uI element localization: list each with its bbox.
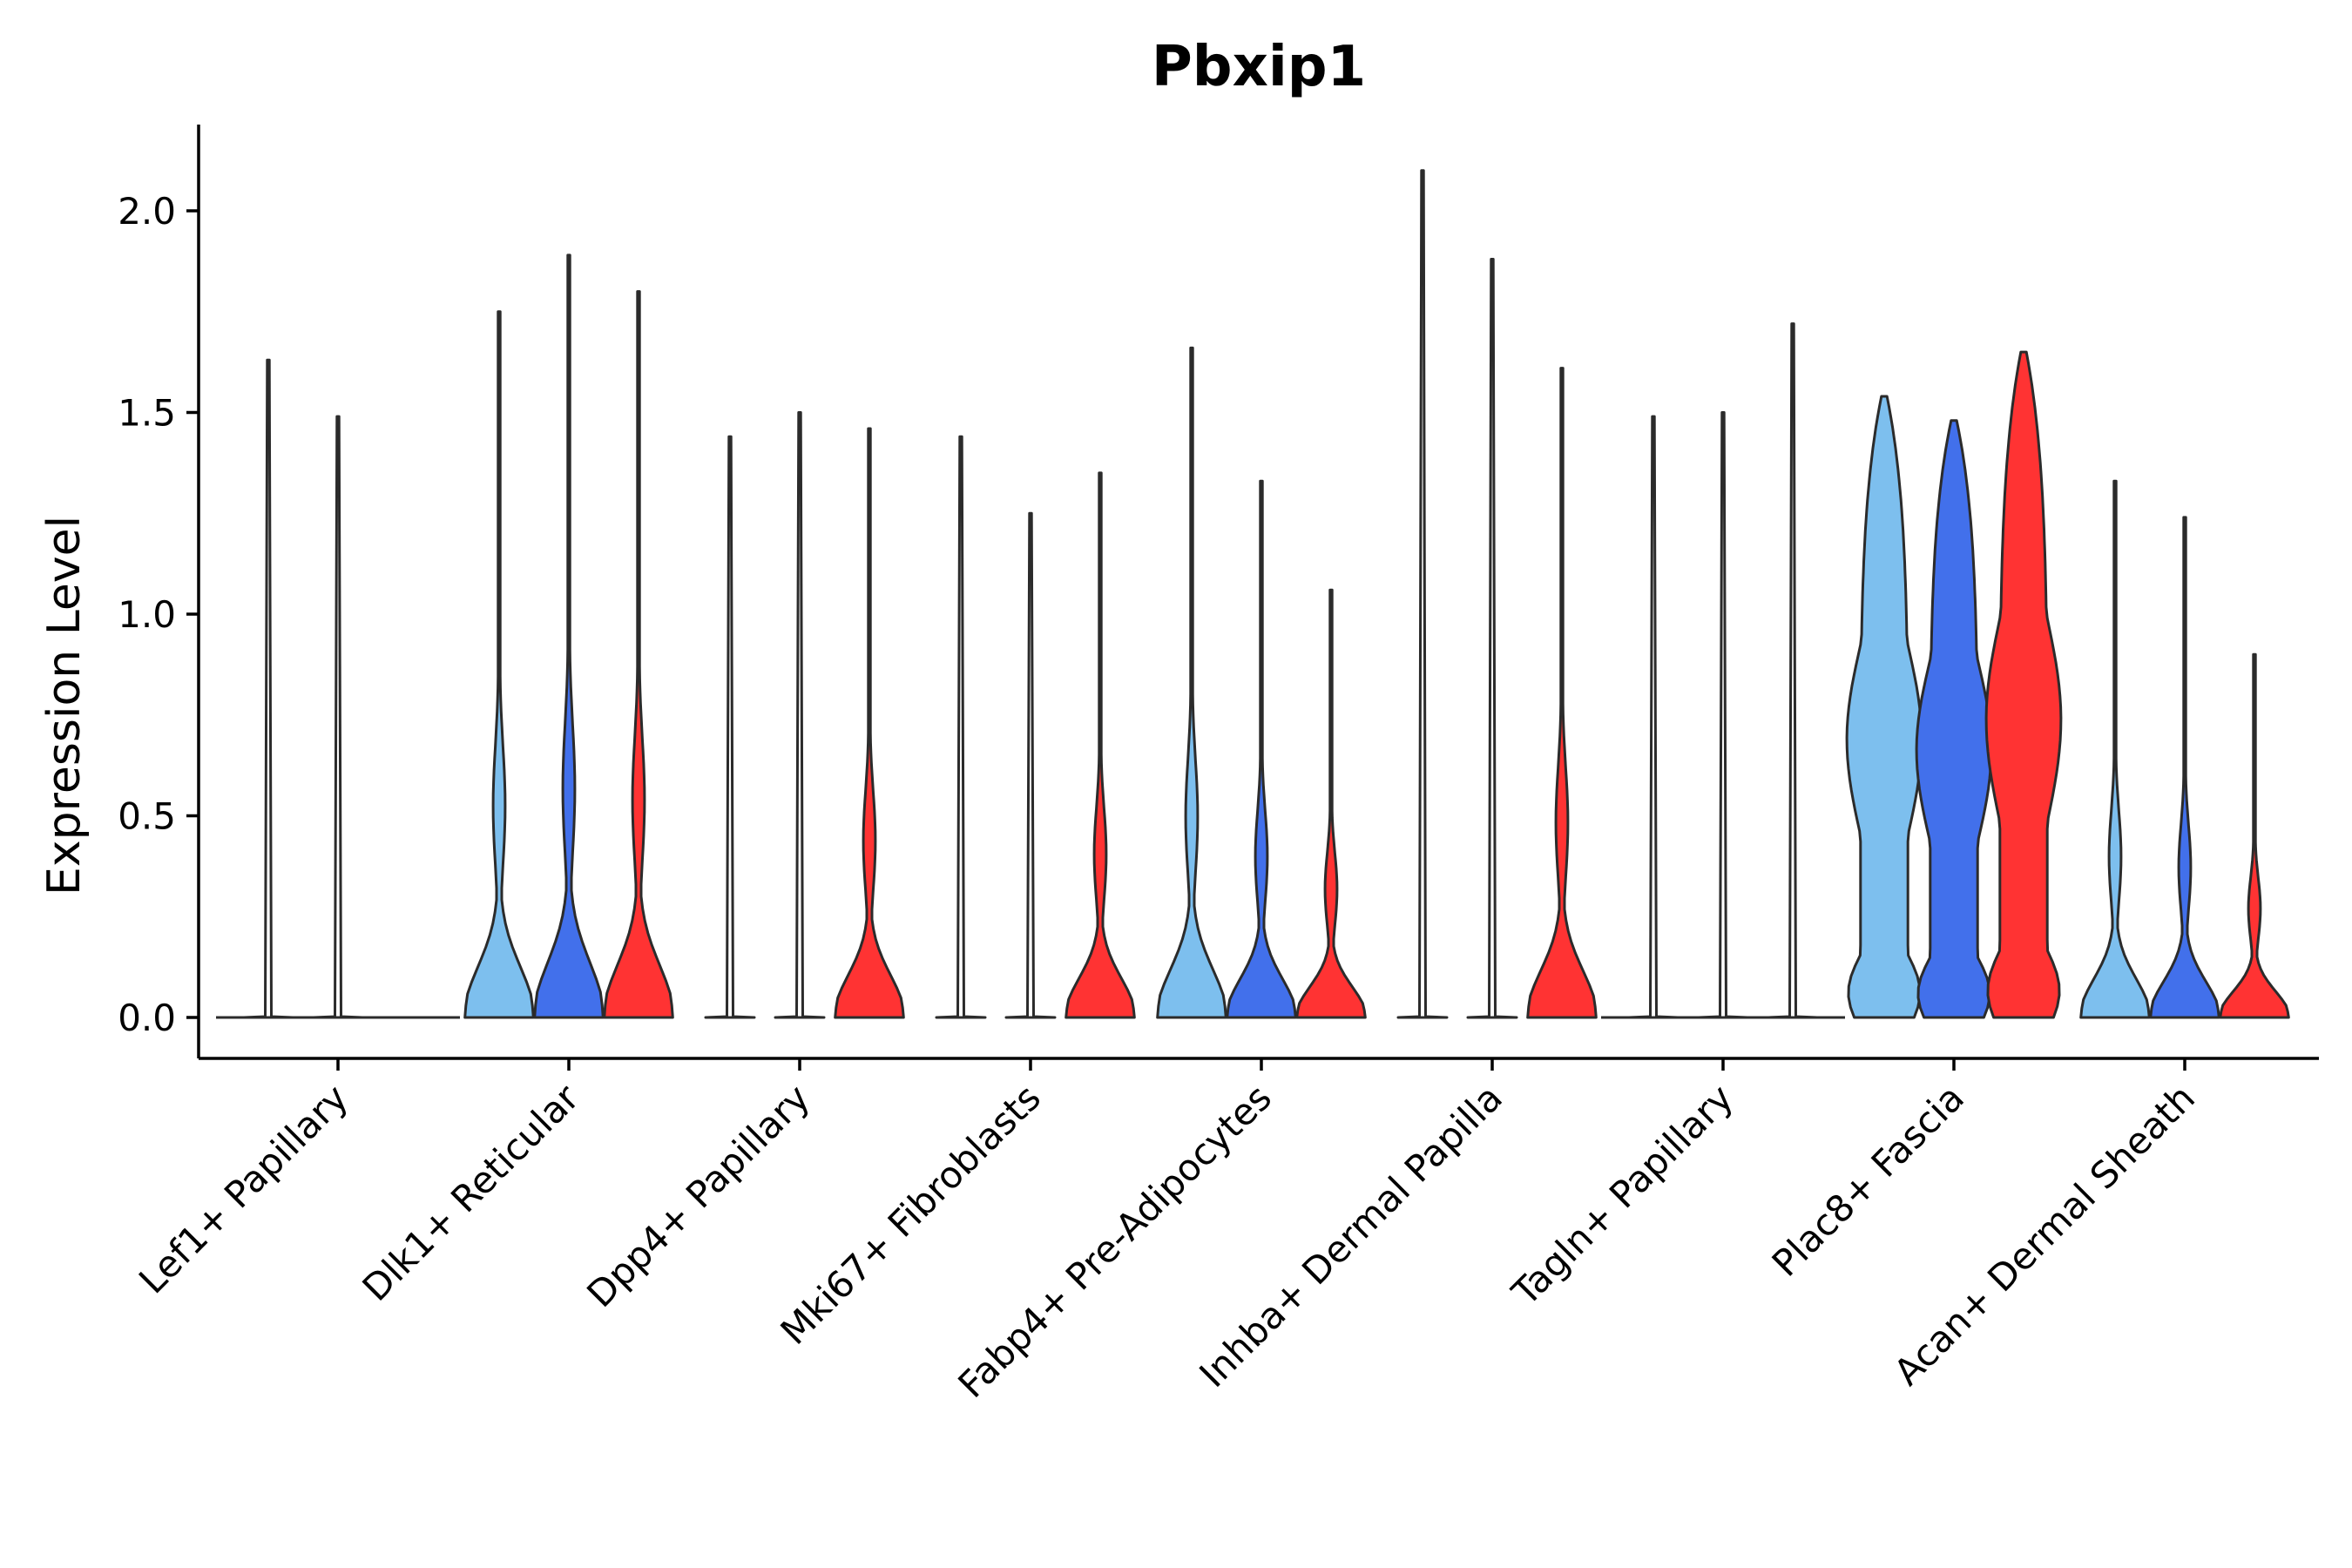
x-tick-label-7: Plac8+ Fascia	[1764, 1076, 1972, 1284]
violin-2-4	[1004, 511, 1057, 1019]
violin-3-4	[1064, 471, 1136, 1019]
axes	[197, 125, 2319, 1060]
y-axis-label: Expression Level	[38, 516, 91, 896]
violin-2-2	[533, 253, 605, 1019]
violin-1-9	[2079, 479, 2151, 1019]
y-ticks: 0.0 0.5 1.0 1.5 2.0	[118, 190, 199, 1039]
violin-1-3	[704, 435, 756, 1019]
x-tick-label-2: Dpp4+ Papillary	[578, 1076, 818, 1315]
violin-3-9	[2219, 652, 2290, 1019]
violin-2-3	[774, 411, 826, 1019]
violin-1-1	[242, 358, 294, 1019]
y-tick-label-2: 1.0	[118, 593, 176, 636]
violin-3-2	[603, 290, 674, 1019]
y-tick-label-4: 2.0	[118, 190, 176, 233]
violin-1-6	[1396, 169, 1449, 1019]
x-tick-label-1: Dlk1+ Reticular	[355, 1076, 588, 1309]
violin-1-5	[1156, 346, 1227, 1019]
violin-3-8	[1984, 350, 2063, 1019]
x-tick-label-0: Lef1+ Papillary	[131, 1076, 356, 1301]
y-tick-label-1: 0.5	[118, 795, 176, 838]
violin-layer	[216, 169, 2290, 1019]
violin-1-7	[1627, 415, 1680, 1019]
violin-1-2	[463, 310, 535, 1019]
violin-3-6	[1526, 367, 1598, 1019]
violin-3-3	[834, 427, 905, 1019]
violin-2-1	[312, 415, 364, 1019]
x-tick-label-6: Tagln+ Papillary	[1504, 1076, 1741, 1314]
violin-2-5	[1226, 479, 1297, 1019]
violin-3-7	[1767, 322, 1819, 1019]
chart-title: Pbxip1	[1152, 35, 1366, 99]
violin-2-8	[1915, 419, 1993, 1019]
x-tick-label-3: Mki67+ Fibroblasts	[773, 1076, 1049, 1352]
violin-3-5	[1295, 588, 1367, 1019]
violin-1-4	[935, 435, 987, 1019]
y-tick-label-3: 1.5	[118, 392, 176, 435]
violin-1-8	[1845, 395, 1923, 1019]
violin-2-9	[2149, 516, 2220, 1019]
violin-2-7	[1697, 411, 1749, 1019]
violin-2-6	[1466, 258, 1518, 1019]
y-tick-label-0: 0.0	[118, 997, 176, 1039]
